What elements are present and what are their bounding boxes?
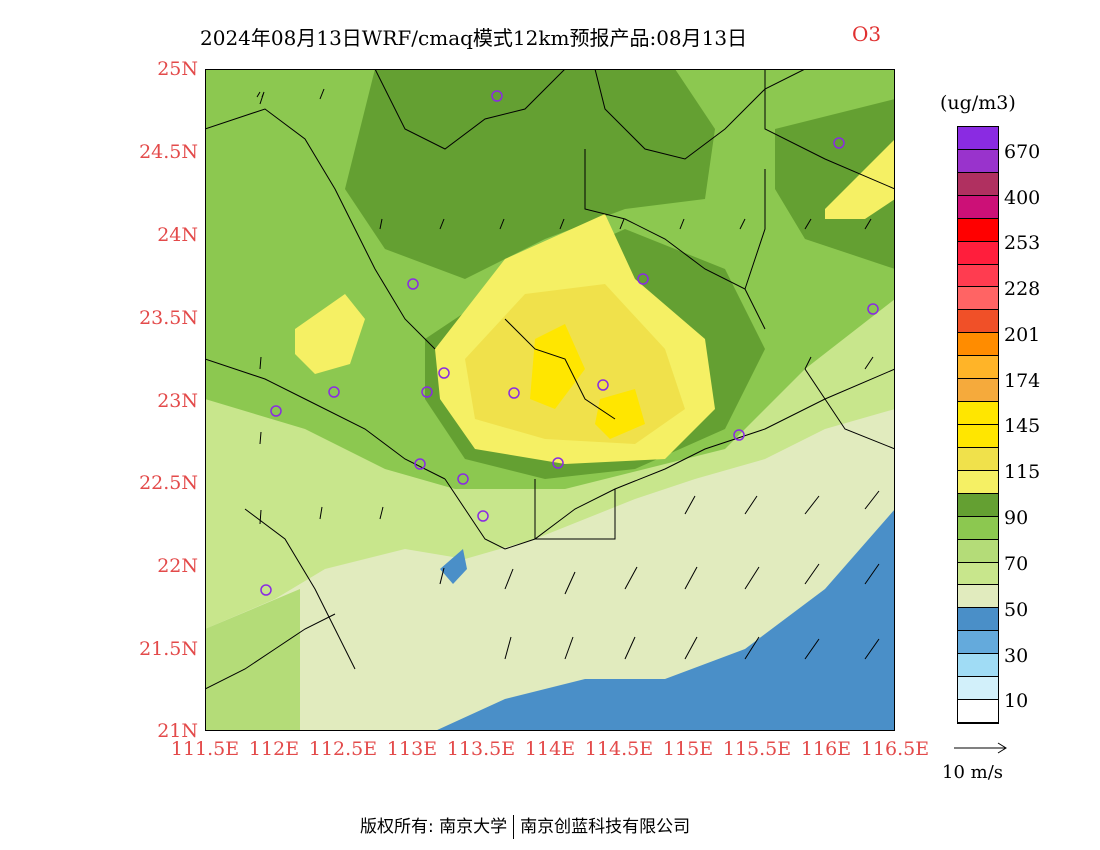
wind-reference-arrow — [954, 742, 1007, 754]
station-marker — [597, 379, 609, 391]
wind-reference-label: 10 m/s — [942, 762, 1003, 783]
station-marker — [491, 90, 503, 102]
colorbar-label: 400 — [1004, 187, 1041, 209]
colorbar-swatch — [958, 700, 998, 723]
colorbar — [957, 126, 999, 724]
colorbar-label: 70 — [1004, 553, 1029, 575]
lon-label: 112E — [248, 738, 300, 760]
species-label: O3 — [852, 22, 882, 46]
colorbar-swatch — [958, 264, 998, 288]
colorbar-label: 228 — [1004, 278, 1041, 300]
ozone-patch-115-west — [295, 294, 365, 374]
lat-label: 23.5N — [139, 307, 198, 329]
lat-label: 23N — [157, 390, 198, 412]
colorbar-swatch — [958, 356, 998, 380]
province-borders — [205, 69, 895, 690]
colorbar-swatch — [958, 127, 998, 150]
colorbar-swatch — [958, 287, 998, 311]
colorbar-swatch — [958, 402, 998, 425]
colorbar-swatch — [958, 516, 998, 540]
ozone-band-145 — [530, 324, 645, 439]
colorbar-label: 115 — [1004, 461, 1041, 483]
ozone-band-100-northeast — [775, 99, 895, 269]
station-marker — [637, 273, 649, 285]
footer-separator — [513, 815, 515, 839]
lon-label: 111.5E — [170, 738, 240, 760]
station-marker — [270, 405, 282, 417]
company-text: 南京创蓝科技有限公司 — [520, 817, 691, 837]
colorbar-swatch — [958, 195, 998, 219]
footer: 版权所有: 南京大学 南京创蓝科技有限公司 — [360, 812, 690, 839]
station-marker — [457, 473, 469, 485]
colorbar-swatch — [958, 333, 998, 357]
colorbar-swatch — [958, 539, 998, 563]
colorbar-label: 174 — [1004, 370, 1041, 392]
colorbar-label: 10 — [1004, 690, 1029, 712]
ozone-patch-115-east — [825, 139, 895, 219]
lon-label: 113E — [386, 738, 438, 760]
lon-label: 115E — [662, 738, 714, 760]
colorbar-label: 30 — [1004, 645, 1029, 667]
station-marker — [407, 278, 419, 290]
chart-title: 2024年08月13日WRF/cmaq模式12km预报产品:08月13日 — [200, 26, 748, 50]
lat-label: 21N — [157, 720, 198, 742]
colorbar-swatch — [958, 218, 998, 242]
colorbar-swatch — [958, 631, 998, 655]
colorbar-swatch — [958, 172, 998, 196]
wind-vectors — [256, 88, 880, 660]
lat-label: 25N — [157, 58, 198, 80]
colorbar-swatch — [958, 447, 998, 471]
ozone-band-100-north — [345, 69, 715, 279]
colorbar-label: 90 — [1004, 507, 1029, 529]
colorbar-swatch — [958, 379, 998, 403]
colorbar-swatch — [958, 562, 998, 586]
copyright-text: 版权所有: 南京大学 — [360, 817, 508, 837]
station-marker — [260, 584, 272, 596]
lon-label: 112.5E — [308, 738, 378, 760]
map-frame — [205, 69, 895, 731]
colorbar-label: 201 — [1004, 324, 1041, 346]
ozone-band-70-southwest — [205, 589, 300, 731]
station-marker — [477, 510, 489, 522]
lon-label: 115.5E — [722, 738, 792, 760]
lon-label: 114E — [524, 738, 576, 760]
colorbar-label: 670 — [1004, 141, 1041, 163]
station-marker — [508, 387, 520, 399]
sea-patch-estuary — [440, 549, 467, 584]
station-markers — [260, 90, 879, 596]
station-marker — [438, 367, 450, 379]
colorbar-swatch — [958, 310, 998, 334]
lon-label: 116.5E — [860, 738, 930, 760]
lat-label: 22.5N — [139, 472, 198, 494]
colorbar-label: 145 — [1004, 415, 1041, 437]
colorbar-swatch — [958, 608, 998, 632]
lat-label: 24.5N — [139, 141, 198, 163]
lat-label: 21.5N — [139, 638, 198, 660]
map-canvas — [205, 69, 895, 731]
colorbar-label: 253 — [1004, 232, 1041, 254]
lat-label: 22N — [157, 555, 198, 577]
colorbar-swatch — [958, 470, 998, 494]
colorbar-swatch — [958, 241, 998, 265]
station-marker — [414, 458, 426, 470]
station-marker — [833, 137, 845, 149]
station-marker — [328, 386, 340, 398]
colorbar-swatch — [958, 677, 998, 701]
station-marker — [421, 386, 433, 398]
colorbar-label: 50 — [1004, 599, 1029, 621]
colorbar-swatch — [958, 149, 998, 173]
colorbar-swatch — [958, 493, 998, 517]
lon-label: 114.5E — [584, 738, 654, 760]
colorbar-swatch — [958, 654, 998, 678]
lon-label: 113.5E — [446, 738, 516, 760]
lon-label: 116E — [800, 738, 852, 760]
colorbar-unit: (ug/m3) — [940, 92, 1016, 114]
station-marker — [733, 429, 745, 441]
station-marker — [867, 303, 879, 315]
sea-area — [435, 509, 895, 731]
lat-label: 24N — [157, 224, 198, 246]
colorbar-swatch — [958, 585, 998, 609]
colorbar-swatch — [958, 425, 998, 448]
station-marker — [552, 457, 564, 469]
